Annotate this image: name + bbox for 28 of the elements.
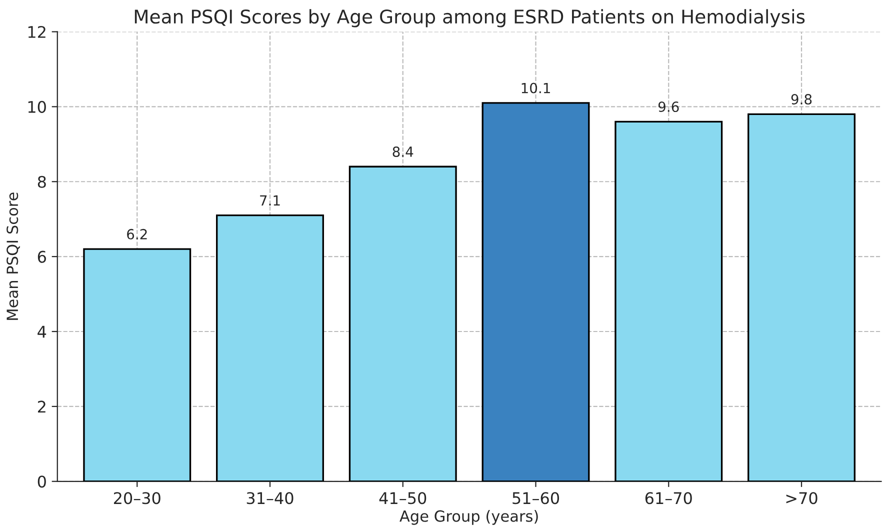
y-tick-label: 8 (38, 176, 46, 188)
data-label: 9.6 (658, 102, 679, 112)
bar (614, 120, 723, 482)
x-tick-label: 41–50 (379, 492, 426, 504)
bar (748, 113, 856, 482)
bar (216, 214, 324, 482)
y-tick-label: 10 (28, 100, 46, 113)
data-label: 6.2 (127, 228, 147, 240)
x-tick-label: 51–60 (512, 492, 560, 504)
y-tick-label: 0 (38, 476, 46, 488)
y-axis-title: Mean PSQI Score (6, 192, 20, 320)
bar (83, 248, 192, 482)
bar (482, 102, 590, 482)
data-label: 7.1 (260, 195, 280, 206)
bar (348, 166, 457, 482)
y-tick-label: 12 (28, 26, 46, 38)
x-tick-label: 61–70 (645, 492, 692, 504)
y-tick-label: 6 (38, 250, 46, 263)
y-tick-label: 2 (38, 400, 46, 413)
data-label: 9.8 (791, 94, 812, 105)
y-tick-label: 4 (38, 326, 46, 338)
data-label: 10.1 (522, 82, 550, 94)
chart-title: Mean PSQI Scores by Age Group among ESRD Patients on Hemodialysis (134, 9, 805, 28)
x-tick-label: 31–40 (246, 492, 294, 504)
data-label: 8.4 (392, 146, 414, 157)
x-tick-label: >70 (786, 492, 818, 504)
x-tick-label: 20–30 (114, 492, 160, 504)
x-axis-title: Age Group (years) (400, 510, 538, 525)
